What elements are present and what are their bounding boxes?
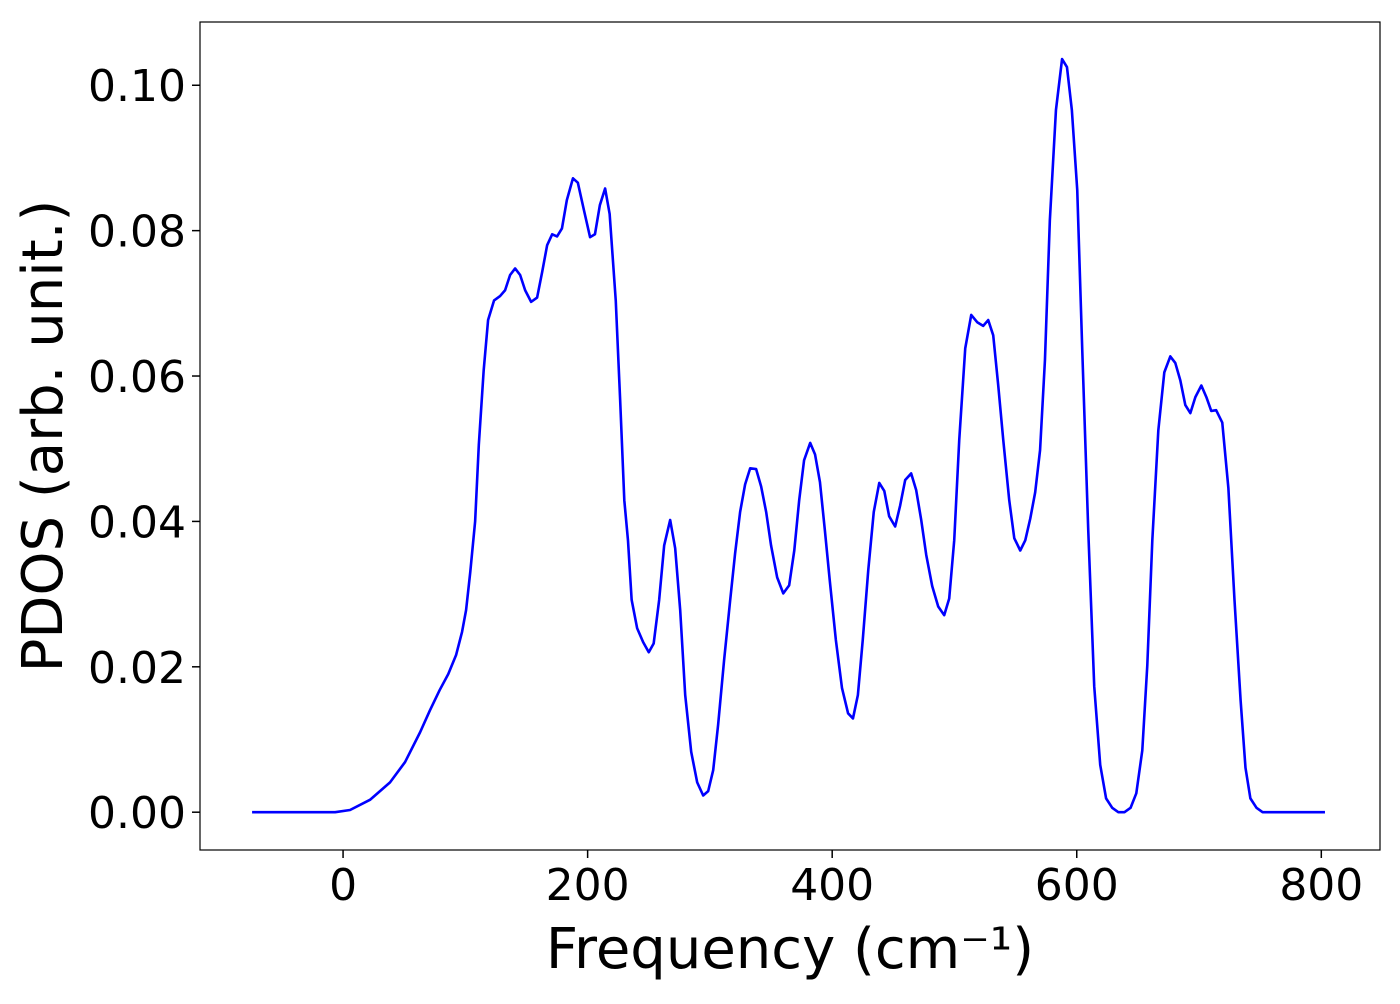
y-axis-label: PDOS (arb. unit.) [11, 200, 76, 673]
y-tick-label: 0.04 [88, 497, 186, 548]
y-tick-label: 0.06 [88, 352, 186, 403]
x-tick-label: 400 [790, 860, 874, 911]
x-tick-label: 0 [329, 860, 357, 911]
y-tick-label: 0.08 [88, 207, 186, 258]
y-tick-label: 0.10 [88, 61, 186, 112]
y-tick-label: 0.02 [88, 643, 186, 694]
x-tick-label: 200 [546, 860, 630, 911]
x-tick-label: 800 [1279, 860, 1363, 911]
x-tick-label: 600 [1035, 860, 1119, 911]
y-tick-label: 0.00 [88, 788, 186, 839]
plot-frame [199, 21, 1381, 851]
data-line [252, 57, 1325, 814]
x-axis-label: Frequency (cm⁻¹) [546, 917, 1034, 982]
